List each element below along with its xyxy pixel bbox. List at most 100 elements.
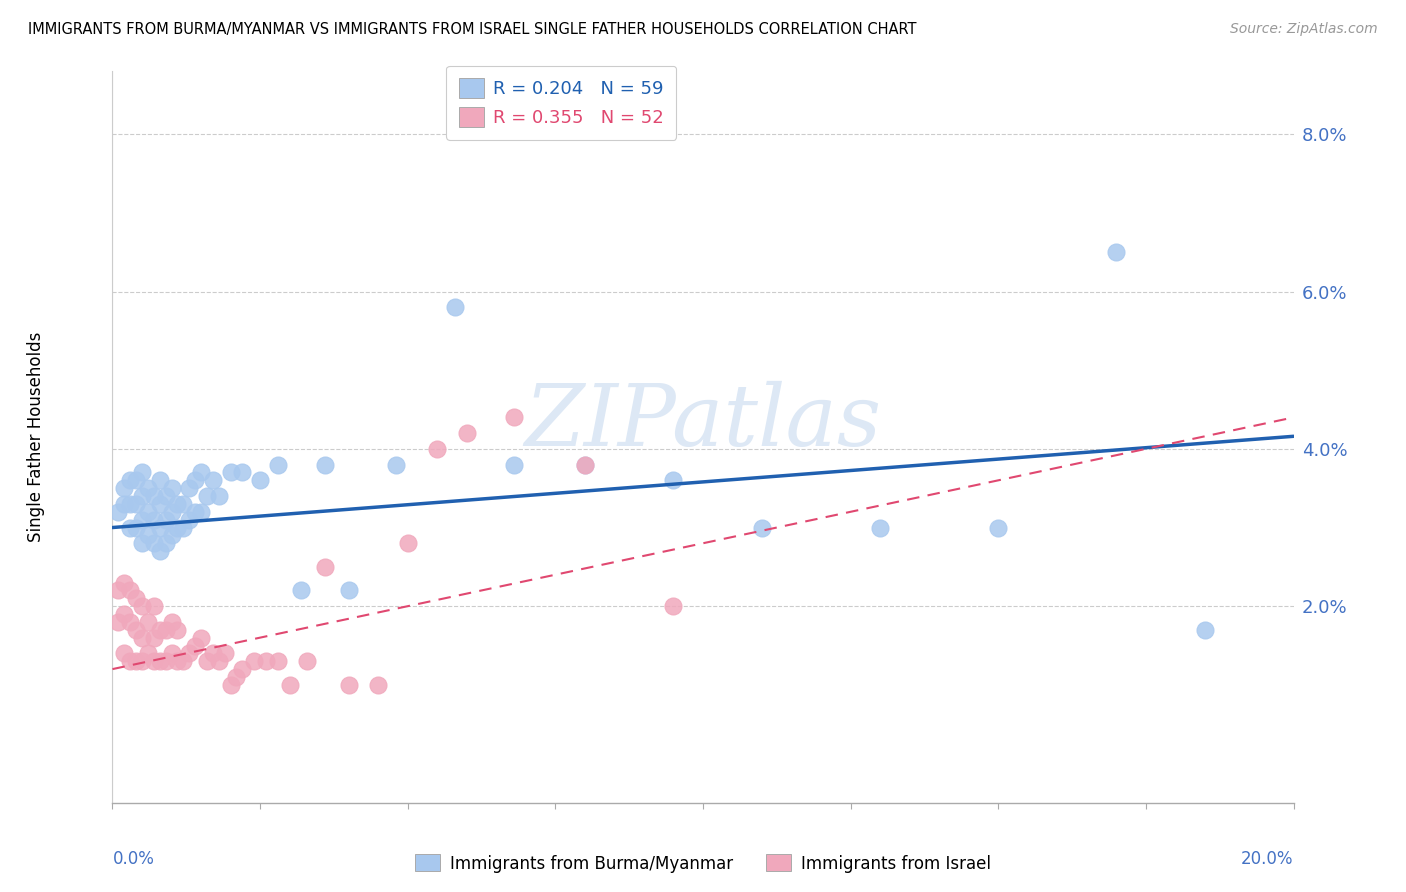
- Point: [155, 489, 177, 503]
- Point: [297, 654, 319, 668]
- Point: [337, 678, 360, 692]
- Point: [149, 473, 172, 487]
- Point: [112, 481, 135, 495]
- Point: [125, 623, 148, 637]
- Point: [149, 654, 172, 668]
- Point: [267, 458, 290, 472]
- Point: [190, 631, 212, 645]
- Point: [142, 536, 165, 550]
- Legend: R = 0.204   N = 59, R = 0.355   N = 52: R = 0.204 N = 59, R = 0.355 N = 52: [446, 66, 676, 140]
- Point: [125, 591, 148, 606]
- Point: [208, 654, 231, 668]
- Text: IMMIGRANTS FROM BURMA/MYANMAR VS IMMIGRANTS FROM ISRAEL SINGLE FATHER HOUSEHOLDS: IMMIGRANTS FROM BURMA/MYANMAR VS IMMIGRA…: [28, 22, 917, 37]
- Point: [125, 473, 148, 487]
- Text: 20.0%: 20.0%: [1241, 850, 1294, 868]
- Point: [136, 615, 159, 629]
- Point: [166, 497, 188, 511]
- Point: [249, 473, 271, 487]
- Point: [160, 615, 183, 629]
- Point: [149, 623, 172, 637]
- Point: [503, 458, 526, 472]
- Point: [149, 497, 172, 511]
- Point: [231, 662, 253, 676]
- Point: [367, 678, 389, 692]
- Point: [131, 536, 153, 550]
- Point: [869, 520, 891, 534]
- Point: [112, 646, 135, 660]
- Point: [166, 623, 188, 637]
- Point: [160, 481, 183, 495]
- Point: [184, 505, 207, 519]
- Point: [396, 536, 419, 550]
- Point: [214, 646, 236, 660]
- Point: [574, 458, 596, 472]
- Point: [120, 583, 142, 598]
- Point: [444, 301, 467, 315]
- Point: [179, 513, 201, 527]
- Point: [337, 583, 360, 598]
- Point: [136, 528, 159, 542]
- Point: [120, 520, 142, 534]
- Point: [120, 497, 142, 511]
- Point: [179, 481, 201, 495]
- Point: [112, 575, 135, 590]
- Point: [136, 481, 159, 495]
- Point: [662, 473, 685, 487]
- Point: [314, 458, 336, 472]
- Point: [987, 520, 1010, 534]
- Point: [125, 520, 148, 534]
- Point: [155, 536, 177, 550]
- Point: [184, 473, 207, 487]
- Point: [131, 599, 153, 614]
- Point: [456, 426, 478, 441]
- Point: [1105, 245, 1128, 260]
- Point: [107, 615, 129, 629]
- Point: [172, 497, 194, 511]
- Point: [155, 654, 177, 668]
- Point: [195, 489, 218, 503]
- Point: [142, 654, 165, 668]
- Point: [314, 559, 336, 574]
- Point: [131, 654, 153, 668]
- Point: [574, 458, 596, 472]
- Point: [142, 489, 165, 503]
- Point: [136, 646, 159, 660]
- Point: [142, 599, 165, 614]
- Point: [662, 599, 685, 614]
- Point: [751, 520, 773, 534]
- Point: [503, 410, 526, 425]
- Point: [131, 513, 153, 527]
- Point: [179, 646, 201, 660]
- Point: [166, 520, 188, 534]
- Point: [112, 497, 135, 511]
- Point: [243, 654, 266, 668]
- Point: [112, 607, 135, 621]
- Point: [201, 473, 224, 487]
- Point: [267, 654, 290, 668]
- Point: [125, 497, 148, 511]
- Point: [131, 631, 153, 645]
- Text: ZIPatlas: ZIPatlas: [524, 381, 882, 464]
- Point: [120, 615, 142, 629]
- Point: [131, 489, 153, 503]
- Point: [278, 678, 301, 692]
- Point: [107, 505, 129, 519]
- Point: [120, 473, 142, 487]
- Point: [149, 544, 172, 558]
- Point: [149, 520, 172, 534]
- Point: [160, 505, 183, 519]
- Point: [225, 670, 247, 684]
- Point: [160, 646, 183, 660]
- Point: [219, 466, 242, 480]
- Point: [201, 646, 224, 660]
- Point: [155, 623, 177, 637]
- Point: [136, 505, 159, 519]
- Point: [385, 458, 408, 472]
- Point: [142, 631, 165, 645]
- Text: Source: ZipAtlas.com: Source: ZipAtlas.com: [1230, 22, 1378, 37]
- Point: [120, 654, 142, 668]
- Point: [190, 505, 212, 519]
- Point: [190, 466, 212, 480]
- Point: [254, 654, 277, 668]
- Point: [142, 513, 165, 527]
